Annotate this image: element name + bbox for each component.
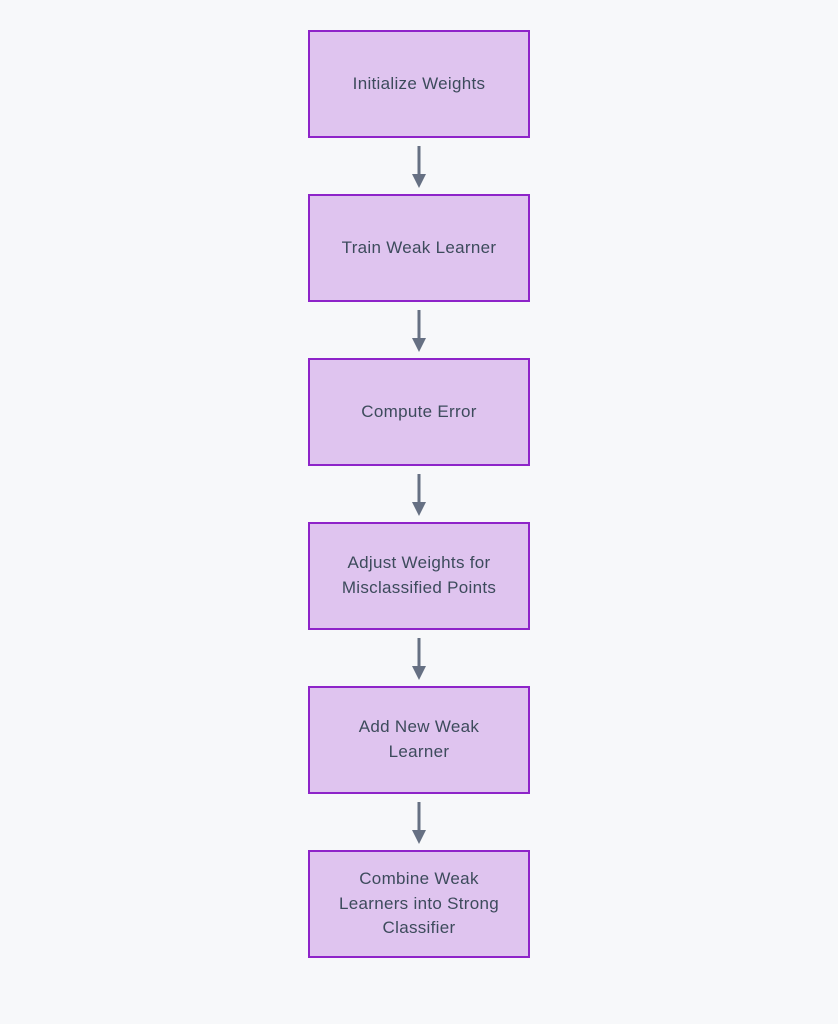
flowchart-node: Combine Weak Learners into Strong Classi… (308, 850, 530, 958)
flowchart-arrow (409, 138, 429, 194)
flowchart-arrow (409, 302, 429, 358)
flowchart-arrow (409, 794, 429, 850)
flowchart-container: Initialize Weights Train Weak Learner Co… (308, 30, 530, 958)
flowchart-node: Initialize Weights (308, 30, 530, 138)
flowchart-node: Train Weak Learner (308, 194, 530, 302)
flowchart-arrow (409, 466, 429, 522)
node-label: Train Weak Learner (342, 236, 497, 261)
node-label: Compute Error (361, 400, 476, 425)
flowchart-node: Add New Weak Learner (308, 686, 530, 794)
node-label: Add New Weak Learner (328, 715, 510, 764)
flowchart-node: Adjust Weights for Misclassified Points (308, 522, 530, 630)
node-label: Initialize Weights (353, 72, 486, 97)
flowchart-node: Compute Error (308, 358, 530, 466)
node-label: Adjust Weights for Misclassified Points (328, 551, 510, 600)
arrow-head (412, 830, 426, 844)
arrow-head (412, 174, 426, 188)
arrow-head (412, 666, 426, 680)
node-label: Combine Weak Learners into Strong Classi… (328, 867, 510, 941)
flowchart-arrow (409, 630, 429, 686)
arrow-head (412, 338, 426, 352)
arrow-head (412, 502, 426, 516)
